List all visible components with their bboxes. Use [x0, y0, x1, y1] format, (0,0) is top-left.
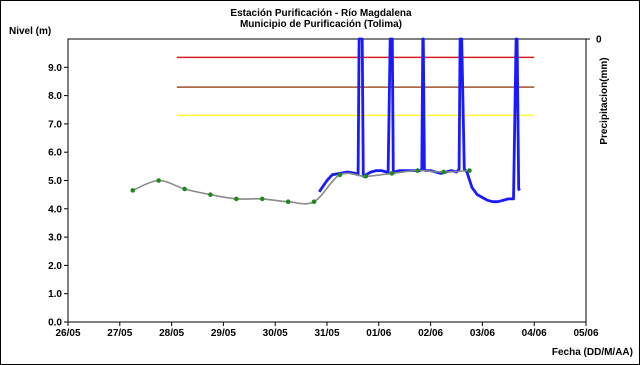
daily-level-point [363, 173, 369, 179]
series-layer [130, 37, 521, 205]
x-tick-label: 02/06 [418, 328, 443, 339]
daily-level-point [337, 172, 343, 178]
threshold-lines [176, 56, 535, 117]
daily-level-point [156, 178, 161, 183]
daily-level-point [182, 186, 187, 192]
y-tick-label: 0.0 [48, 318, 62, 329]
chart-subtitle: Municipio de Purificación (Tolima) [240, 19, 402, 30]
daily-level-point [234, 196, 239, 202]
daily-level-point [415, 168, 420, 173]
x-tick-label: 28/05 [159, 328, 184, 339]
chart-title: Estación Purificación - Río Magdalena [230, 8, 412, 19]
daily-level-point [467, 168, 472, 173]
daily-level-point [259, 196, 265, 202]
y-tick-label: 3.0 [48, 233, 62, 244]
y-tick-label: 6.0 [48, 148, 62, 159]
sensor-level-line [318, 37, 521, 204]
y-tick-label: 5.0 [48, 176, 62, 187]
x-axis-label: Fecha (DD/M/AA) [552, 347, 633, 358]
y2-axis: 0 [586, 35, 602, 46]
y-tick-label: 2.0 [48, 261, 62, 272]
daily-level-point [389, 171, 395, 176]
y2-axis-label: Precipitacion(mm) [599, 57, 610, 144]
x-tick-label: 30/05 [263, 328, 288, 339]
y-tick-label: 7.0 [48, 119, 62, 130]
x-tick-label: 05/06 [573, 328, 598, 339]
y-axis: 0.0 1.0 2.0 3.0 4.0 5.0 6.0 7.0 8.0 9.0 [48, 63, 68, 329]
x-tick-label: 04/06 [522, 328, 547, 339]
daily-level-point [441, 169, 446, 175]
daily-level-point [285, 199, 291, 205]
x-tick-label: 27/05 [107, 328, 132, 339]
x-tick-label: 01/06 [366, 328, 391, 339]
x-tick-label: 31/05 [314, 328, 339, 339]
x-tick-label: 26/05 [55, 328, 80, 339]
daily-level-point [208, 192, 213, 197]
daily-level-point [130, 188, 136, 193]
y-tick-label: 9.0 [48, 63, 62, 74]
x-tick-label: 03/06 [470, 328, 495, 339]
x-axis: 26/05 27/05 28/05 29/05 30/05 31/05 01/06 02/06… [55, 322, 599, 339]
y-tick-label: 4.0 [48, 204, 62, 215]
x-tick-label: 29/05 [211, 328, 236, 339]
y-tick-label: 8.0 [48, 91, 62, 102]
y-axis-label: Nivel (m) [9, 26, 51, 37]
daily-level-point [311, 199, 317, 205]
y-tick-label: 1.0 [48, 289, 62, 300]
y2-tick-label: 0 [596, 35, 602, 46]
